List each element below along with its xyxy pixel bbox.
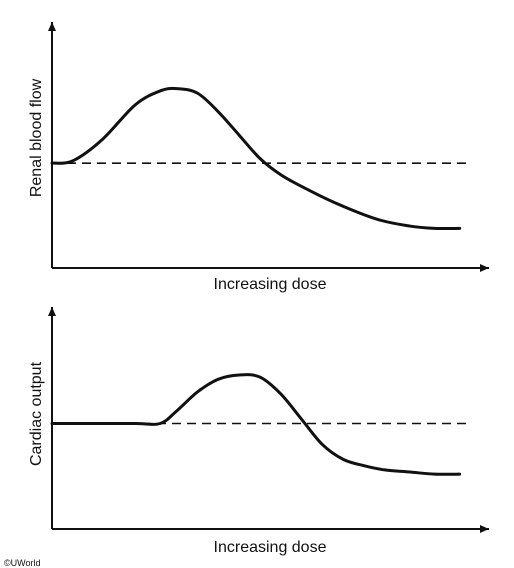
bottom-series-line [50, 373, 462, 476]
top-y-axis-label: Renal blood flow [28, 78, 45, 197]
bottom-y-axis-label: Cardiac output [28, 361, 45, 466]
top-x-axis-label: Increasing dose [214, 276, 327, 293]
bottom-x-axis-label: Increasing dose [214, 539, 327, 556]
copyright-label: ©UWorld [4, 558, 40, 568]
cardiac-output-chart: Cardiac output Increasing dose [28, 307, 489, 556]
renal-blood-flow-chart: Renal blood flow Increasing dose [28, 22, 489, 293]
top-series-line [50, 86, 462, 231]
